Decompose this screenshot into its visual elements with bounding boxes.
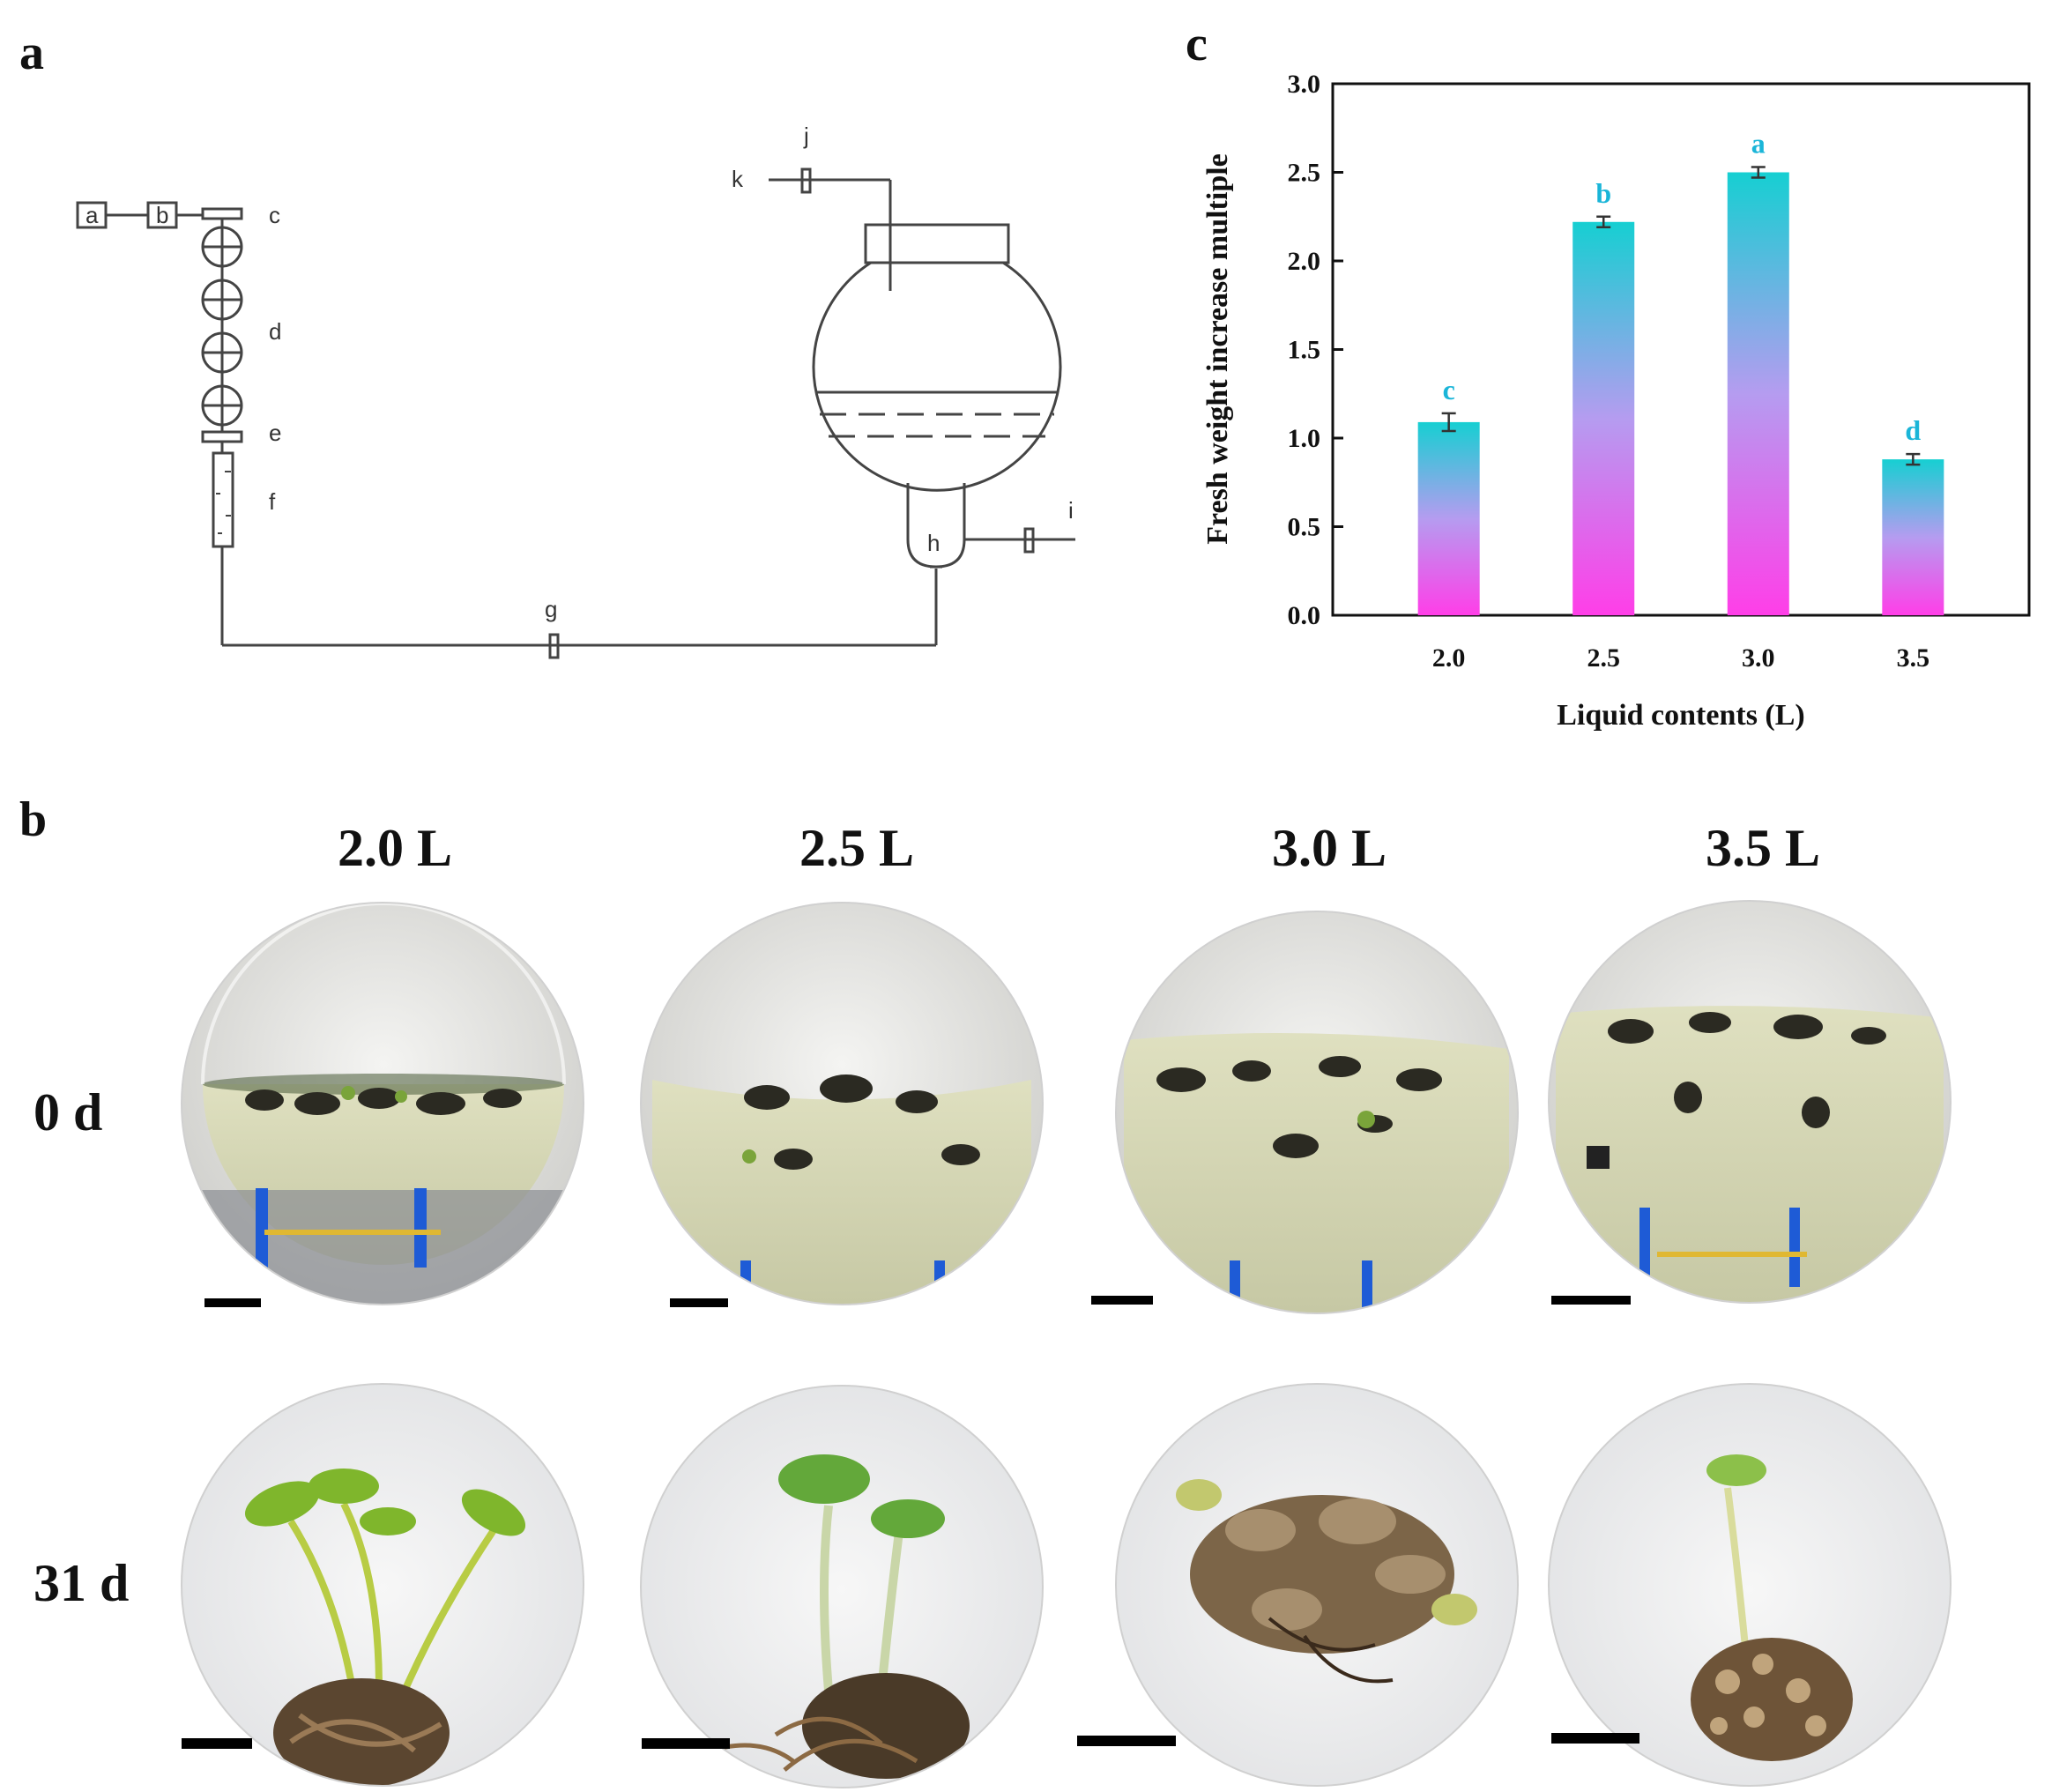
y-tick-label: 3.0 bbox=[1288, 70, 1321, 99]
schematic-label-b: b bbox=[156, 202, 168, 228]
bar bbox=[1727, 172, 1789, 615]
y-tick-label: 2.0 bbox=[1288, 247, 1321, 276]
bar bbox=[1882, 459, 1944, 615]
photo-0d-3-0L bbox=[1116, 911, 1518, 1313]
significance-label: c bbox=[1443, 374, 1455, 405]
x-axis-title: Liquid contents (L) bbox=[1557, 699, 1805, 732]
x-tick-label: 3.0 bbox=[1742, 643, 1775, 673]
bar bbox=[1572, 221, 1635, 615]
error-bar bbox=[1441, 412, 1456, 433]
y-tick-label: 0.5 bbox=[1288, 513, 1321, 542]
photo-31d-2-0L bbox=[182, 1384, 584, 1786]
error-bar bbox=[1596, 215, 1611, 229]
x-tick-label: 2.5 bbox=[1587, 643, 1620, 673]
component-j-valve bbox=[800, 167, 812, 194]
panel-letter-a: a bbox=[19, 26, 44, 80]
panel-letter-c: c bbox=[1186, 17, 1208, 71]
bar bbox=[1417, 421, 1480, 615]
schematic-label-g: g bbox=[545, 596, 557, 622]
component-d-filters bbox=[201, 226, 243, 427]
photo-0d-2-5L bbox=[641, 903, 1043, 1305]
fresh-weight-bar-chart: 0.00.51.01.52.02.53.0 2.0 2.5 3.0 3.5 cbad … bbox=[1201, 70, 2031, 732]
y-ticks: 0.0 0.5 1.0 1.5 2.0 2.5 3.0 bbox=[1288, 70, 1343, 630]
y-tick-label: 0.0 bbox=[1288, 601, 1321, 630]
x-tick-label: 2.0 bbox=[1432, 643, 1466, 673]
schematic-label-f: f bbox=[269, 488, 276, 515]
bars: c b a d bbox=[1417, 127, 1944, 615]
photo-31d-3-5L bbox=[1549, 1384, 1951, 1786]
significance-label: b bbox=[1595, 177, 1611, 209]
y-tick-label: 1.5 bbox=[1288, 336, 1321, 365]
column-label-2-0: 2.0 L bbox=[337, 819, 453, 877]
y-axis-title: Fresh weight increase multiple bbox=[1201, 153, 1234, 545]
x-tick-label: 3.5 bbox=[1897, 643, 1930, 673]
row-label-0d: 0 d bbox=[33, 1083, 103, 1141]
row-label-31d: 31 d bbox=[33, 1554, 130, 1612]
column-label-3-0: 3.0 L bbox=[1271, 819, 1387, 877]
schematic-label-i: i bbox=[1068, 497, 1074, 524]
photo-31d-2-5L bbox=[641, 1386, 1043, 1788]
schematic-label-a: a bbox=[86, 202, 99, 228]
bioreactor-schematic: a b c d e f g h i j k bbox=[76, 123, 1075, 659]
schematic-label-h: h bbox=[927, 530, 940, 556]
schematic-label-e: e bbox=[269, 420, 281, 446]
schematic-label-j: j bbox=[803, 123, 809, 149]
y-tick-label: 1.0 bbox=[1288, 424, 1321, 453]
column-label-3-5: 3.5 L bbox=[1705, 819, 1821, 877]
error-bar bbox=[1751, 166, 1766, 179]
schematic-label-c: c bbox=[269, 202, 280, 228]
flask-cap bbox=[864, 223, 1010, 264]
x-ticks: 2.0 2.5 3.0 3.5 bbox=[1432, 605, 1929, 673]
schematic-label-k: k bbox=[732, 166, 744, 192]
significance-label: a bbox=[1751, 127, 1766, 159]
component-g-valve bbox=[548, 633, 560, 659]
photo-0d-2-0L bbox=[182, 903, 584, 1305]
significance-label: d bbox=[1905, 414, 1921, 446]
scale-bars bbox=[182, 1296, 1639, 1749]
error-bar bbox=[1906, 452, 1921, 466]
photo-0d-3-5L bbox=[1549, 901, 1951, 1303]
schematic-label-d: d bbox=[269, 318, 281, 345]
photo-31d-3-0L bbox=[1116, 1384, 1518, 1786]
y-tick-label: 2.5 bbox=[1288, 159, 1321, 188]
component-i-valve bbox=[1023, 527, 1035, 554]
column-label-2-5: 2.5 L bbox=[799, 819, 915, 877]
panel-letter-b: b bbox=[19, 792, 48, 847]
